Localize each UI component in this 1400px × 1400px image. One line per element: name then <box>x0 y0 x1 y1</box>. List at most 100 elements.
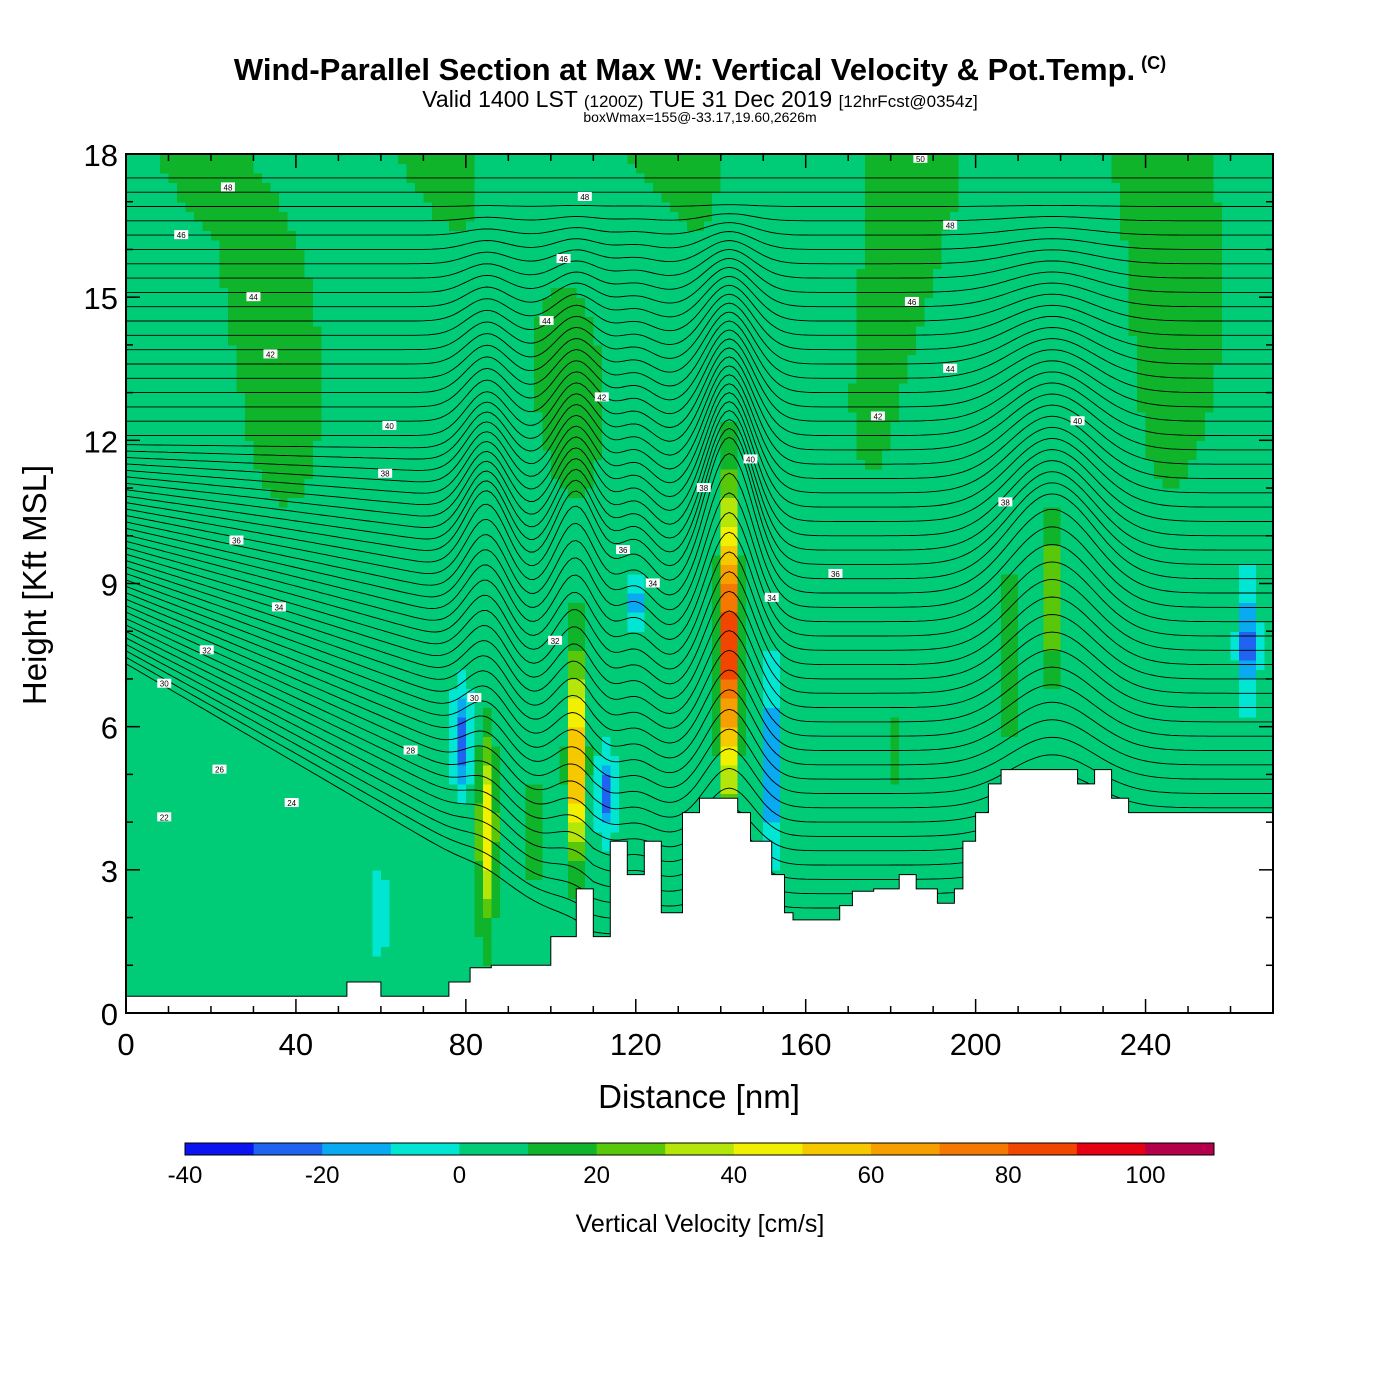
velocity-cell <box>406 640 416 651</box>
velocity-cell <box>550 850 560 861</box>
velocity-cell <box>253 325 263 336</box>
velocity-cell <box>295 774 306 785</box>
velocity-cell <box>321 211 331 222</box>
velocity-cell <box>219 239 229 251</box>
velocity-cell <box>346 154 356 165</box>
velocity-cell <box>219 640 229 651</box>
velocity-cell <box>159 411 170 422</box>
velocity-cell <box>287 888 297 900</box>
velocity-cell <box>499 507 509 518</box>
velocity-cell <box>482 526 492 537</box>
velocity-cell <box>542 402 552 413</box>
velocity-cell <box>363 888 373 900</box>
velocity-cell <box>431 278 441 289</box>
velocity-cell <box>380 755 390 766</box>
velocity-cell <box>210 984 221 995</box>
velocity-cell <box>346 459 356 470</box>
velocity-cell <box>406 478 416 489</box>
velocity-cell <box>474 917 484 928</box>
velocity-cell <box>457 402 467 413</box>
velocity-cell <box>312 678 323 690</box>
velocity-cell <box>567 287 577 298</box>
velocity-cell <box>278 449 289 461</box>
velocity-cell <box>312 211 323 222</box>
velocity-cell <box>414 535 424 546</box>
velocity-cell <box>474 478 484 489</box>
velocity-cell <box>491 211 501 222</box>
velocity-cell <box>389 936 399 947</box>
velocity-cell <box>219 459 229 470</box>
velocity-cell <box>202 726 212 737</box>
velocity-cell <box>576 764 586 775</box>
velocity-cell <box>338 822 348 833</box>
velocity-cell <box>253 516 263 527</box>
velocity-cell <box>584 783 594 795</box>
velocity-cell <box>457 621 467 632</box>
velocity-cell <box>567 230 577 241</box>
velocity-cell <box>499 745 509 756</box>
velocity-cell <box>176 650 187 661</box>
velocity-cell <box>499 488 509 499</box>
velocity-cell <box>516 287 526 298</box>
velocity-cell <box>542 554 552 566</box>
velocity-cell <box>244 363 255 375</box>
velocity-cell <box>329 268 340 279</box>
velocity-cell <box>219 335 229 346</box>
velocity-cell <box>499 908 509 919</box>
velocity-cell <box>567 869 577 880</box>
velocity-cell <box>491 745 501 756</box>
velocity-cell <box>253 946 263 957</box>
velocity-cell <box>431 860 441 871</box>
velocity-cell <box>440 888 450 900</box>
velocity-cell <box>550 745 560 756</box>
velocity-cell <box>227 898 238 909</box>
velocity-cell <box>474 640 484 651</box>
velocity-cell <box>304 526 314 537</box>
velocity-cell <box>270 573 280 585</box>
velocity-cell <box>151 631 161 642</box>
velocity-cell <box>448 612 458 623</box>
velocity-cell <box>499 278 509 289</box>
velocity-cell <box>219 411 229 422</box>
velocity-cell <box>278 192 289 203</box>
velocity-cell <box>329 392 340 403</box>
velocity-cell <box>304 803 314 814</box>
velocity-cell <box>151 449 161 461</box>
velocity-cell <box>321 650 331 661</box>
velocity-cell <box>491 239 501 251</box>
velocity-cell <box>559 488 569 499</box>
velocity-cell <box>482 917 492 928</box>
velocity-cell <box>227 631 238 642</box>
velocity-cell <box>363 908 373 919</box>
velocity-cell <box>576 841 586 852</box>
velocity-cell <box>559 774 569 785</box>
velocity-cell <box>440 726 450 737</box>
velocity-cell <box>151 220 161 231</box>
velocity-cell <box>516 516 526 527</box>
velocity-cell <box>533 516 543 527</box>
velocity-cell <box>227 764 238 775</box>
velocity-cell <box>414 965 424 976</box>
velocity-cell <box>304 220 314 231</box>
velocity-cell <box>363 860 373 871</box>
velocity-cell <box>261 297 272 308</box>
velocity-cell <box>151 392 161 403</box>
velocity-cell <box>423 554 433 566</box>
velocity-cell <box>372 917 382 928</box>
velocity-cell <box>525 325 535 336</box>
velocity-cell <box>516 669 526 680</box>
velocity-cell <box>134 488 144 499</box>
velocity-cell <box>338 707 348 718</box>
velocity-cell <box>261 707 272 718</box>
velocity-cell <box>270 688 280 699</box>
velocity-cell <box>406 363 416 375</box>
velocity-cell <box>584 383 594 394</box>
velocity-cell <box>151 898 161 909</box>
velocity-cell <box>219 946 229 957</box>
velocity-cell <box>210 745 221 756</box>
velocity-cell <box>397 478 407 489</box>
velocity-cell <box>134 612 144 623</box>
velocity-cell <box>406 755 416 766</box>
velocity-cell <box>372 736 382 747</box>
velocity-cell <box>202 965 212 976</box>
